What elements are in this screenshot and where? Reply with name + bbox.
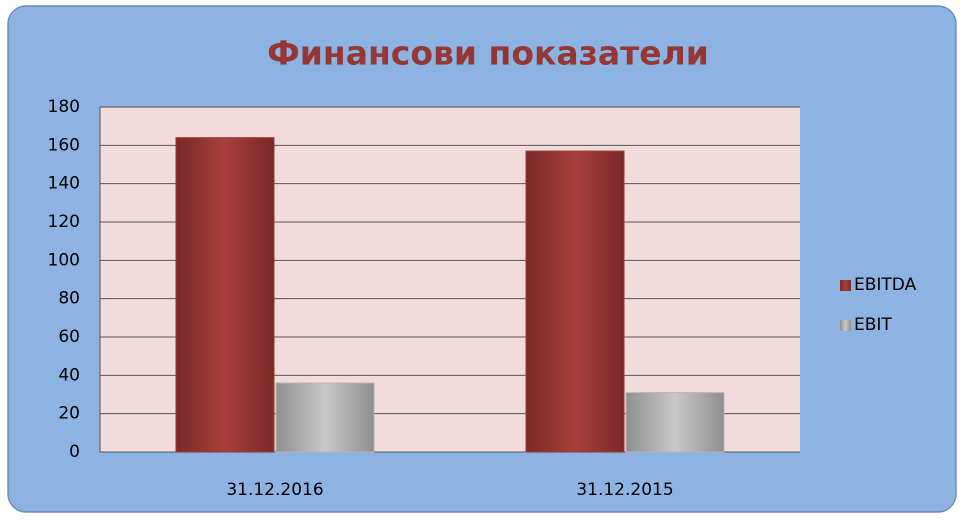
x-tick-label: 31.12.2016 [226,480,323,500]
bar [625,392,725,453]
y-tick-label: 100 [48,250,80,270]
bar [175,137,275,453]
legend-swatch [840,280,851,291]
legend-label: EBITDA [854,275,917,295]
y-tick-label: 120 [48,212,80,232]
legend-label: EBIT [854,315,892,335]
bar [525,150,625,453]
bar [275,382,375,453]
chart-title: Финансови показатели [267,34,709,73]
y-tick-label: 40 [58,365,80,385]
y-tick-label: 180 [48,97,80,117]
y-tick-label: 80 [58,289,80,309]
y-tick-label: 140 [48,174,80,194]
y-tick-label: 60 [58,327,80,347]
y-tick-label: 0 [69,442,80,462]
y-tick-label: 20 [58,404,80,424]
legend-swatch [840,320,851,331]
x-tick-label: 31.12.2015 [576,480,673,500]
y-tick-label: 160 [48,135,80,155]
